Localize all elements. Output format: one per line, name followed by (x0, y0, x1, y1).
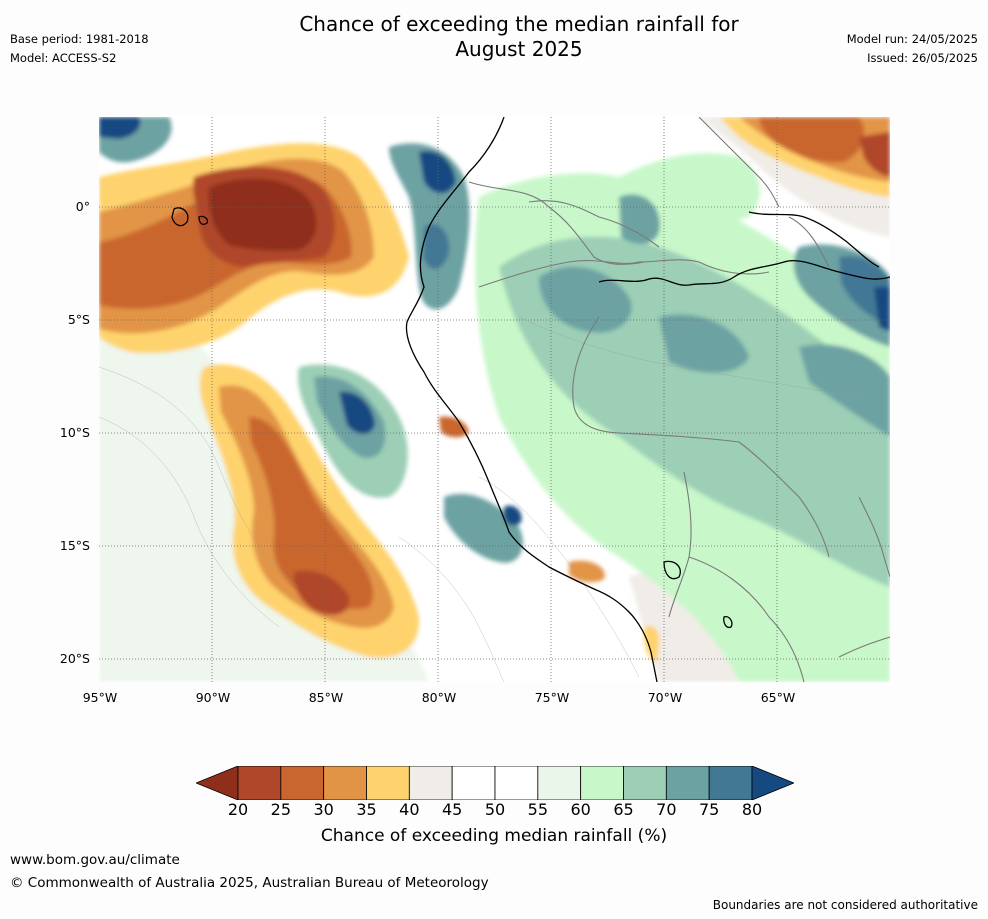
meta-right: Model run: 24/05/2025 Issued: 26/05/2025 (847, 30, 978, 68)
lat-label-10s: 10°S (59, 425, 90, 440)
colorbar-tick-label: 50 (484, 800, 506, 819)
colorbar-tick-label: 40 (399, 800, 420, 819)
lon-label-75w: 75°W (534, 690, 570, 705)
issued-date: Issued: 26/05/2025 (867, 51, 978, 65)
colorbar-segment (237, 765, 282, 801)
colorbar-segment (280, 765, 325, 801)
website-link[interactable]: www.bom.gov.au/climate (10, 852, 180, 868)
lon-label-80w: 80°W (421, 690, 457, 705)
colorbar-segment (623, 765, 667, 801)
rainfall-map (99, 117, 890, 682)
colorbar-segment (408, 765, 453, 801)
colorbar-segment (665, 765, 710, 801)
graticule (99, 117, 890, 682)
colorbar-arrow-high (751, 765, 796, 801)
lat-label-15s: 15°S (59, 538, 90, 553)
colorbar (194, 765, 796, 801)
lon-label-65w: 65°W (760, 690, 796, 705)
coastlines (171, 117, 890, 682)
base-period: Base period: 1981-2018 (10, 32, 149, 46)
colorbar-segment (451, 765, 496, 801)
colorbar-tick-label: 20 (227, 800, 249, 819)
colorbar-segment (323, 765, 367, 801)
lat-label-20s: 20°S (59, 651, 90, 666)
lon-label-90w: 90°W (195, 690, 231, 705)
map-title: Chance of exceeding the median rainfall … (194, 12, 844, 62)
map-title-line2: August 2025 (455, 37, 583, 61)
boundaries-disclaimer: Boundaries are not considered authoritat… (712, 898, 978, 912)
colorbar-segment (494, 765, 539, 801)
colorbar-tick-label: 80 (741, 800, 763, 819)
model-run: Model run: 24/05/2025 (846, 32, 978, 46)
colorbar-tick-label: 30 (313, 800, 334, 819)
country-borders (468, 117, 890, 682)
rainfall-map-svg (99, 117, 890, 682)
lon-label-95w: 95°W (82, 690, 118, 705)
colorbar-segment (366, 765, 410, 801)
copyright-text: © Commonwealth of Australia 2025, Austra… (10, 875, 489, 891)
colorbar-tick-label: 25 (270, 800, 291, 819)
colorbar-tick-label: 65 (613, 800, 634, 819)
colorbar-tick-label: 70 (656, 800, 677, 819)
colorbar-title: Chance of exceeding median rainfall (%) (320, 826, 668, 846)
colorbar-svg (194, 765, 796, 801)
lat-label-0: 0° (75, 199, 90, 214)
rainfall-fields (99, 117, 890, 682)
colorbar-segment (537, 765, 582, 801)
meta-left: Base period: 1981-2018 Model: ACCESS-S2 (10, 30, 149, 68)
colorbar-arrow-low (194, 765, 239, 801)
lon-label-85w: 85°W (308, 690, 344, 705)
colorbar-tick-label: 75 (698, 800, 720, 819)
map-title-line1: Chance of exceeding the median rainfall … (299, 12, 739, 36)
colorbar-tick-label: 45 (441, 800, 463, 819)
colorbar-tick-label: 55 (527, 800, 548, 819)
colorbar-segment (580, 765, 624, 801)
contour-lines (99, 316, 860, 682)
colorbar-tick-label: 60 (570, 800, 591, 819)
colorbar-tick-label: 35 (356, 800, 377, 819)
lat-label-5s: 5°S (67, 312, 90, 327)
colorbar-segment (708, 765, 753, 801)
model-name: Model: ACCESS-S2 (10, 51, 117, 65)
lon-label-70w: 70°W (647, 690, 683, 705)
